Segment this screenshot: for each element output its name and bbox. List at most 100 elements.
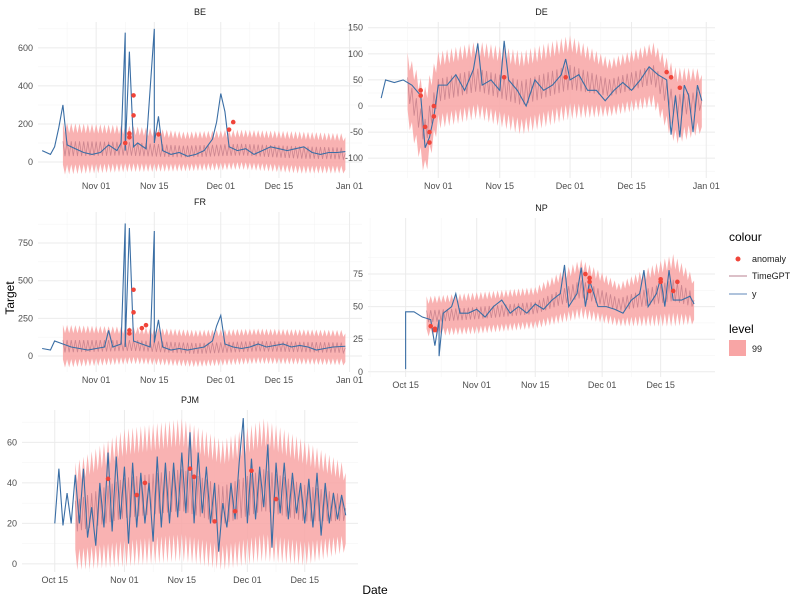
x-tick-label: Oct 15 [42,575,69,585]
x-tick-label: Dec 15 [265,181,294,191]
anomaly-point [191,474,197,480]
anomaly-point [127,131,132,136]
y-tick-label: 0 [12,559,17,569]
y-tick-label: 0 [28,157,33,167]
prediction-interval-band [75,418,346,571]
facet-title: BE [194,7,206,17]
anomaly-point [658,279,663,285]
legend-anomaly-label: anomaly [752,254,787,264]
anomaly-point [212,519,217,524]
y-tick-label: 75 [353,269,363,279]
x-tick-label: Dec 01 [207,375,236,385]
y-tick-label: 40 [7,478,17,488]
panel-pjm: 0 20 40 60 Oct 15 Nov 01 Nov 15 Dec 01 Dec 15 PJM [7,395,358,585]
legend-colour-title: colour [729,230,762,244]
x-tick-label: Nov 15 [486,181,515,191]
facet-title: PJM [181,395,199,405]
x-tick-label: Jan 01 [336,375,363,385]
timegpt-forecast-line [62,339,346,355]
anomaly-point [142,480,148,486]
facet-title: FR [194,197,206,207]
x-tick-label: Jan 01 [693,181,720,191]
anomaly-point [418,93,424,98]
actual-y-line [41,28,346,157]
y-tick-label: -100 [345,153,363,163]
x-tick-label: Nov 01 [110,575,139,585]
y-tick-label: 750 [18,238,33,248]
anomaly-point [668,75,674,80]
y-tick-label: 25 [353,334,363,344]
panel-be: 0 200 400 600 Nov 01 Nov 15 Dec 01 Dec 15 Jan 01… [18,7,363,191]
anomaly-point [587,288,592,294]
anomaly-point [105,476,111,482]
anomaly-point [587,279,592,285]
legend: colour anomaly TimeGPT y level 99 [729,230,791,356]
panel-np: 0 25 50 75 Oct 15 Nov 01 Nov 15 Dec 01 Dec 15 NP [353,203,715,390]
prediction-interval-band [407,35,702,171]
x-tick-label: Dec 01 [207,181,236,191]
anomaly-point [431,103,437,109]
anomaly-point [670,288,676,294]
anomaly-point [418,88,424,93]
facet-title: DE [535,7,548,17]
actual-y-line [42,223,346,351]
facet-title: NP [535,203,548,213]
actual-y-line [380,40,703,148]
y-tick-label: 600 [18,43,33,53]
anomaly-point [273,496,279,502]
anomaly-point [427,140,432,145]
plot-area [42,223,346,368]
anomaly-point [249,468,254,474]
anomaly-point [131,93,136,98]
plot-area [54,418,347,571]
y-tick-label: 100 [348,49,363,59]
x-tick-label: Dec 15 [290,575,319,585]
legend-timegpt-label: TimeGPT [752,271,791,281]
y-tick-label: 50 [353,302,363,312]
x-tick-label: Nov 01 [424,181,453,191]
x-tick-label: Nov 15 [168,575,197,585]
legend-y-label: y [752,289,757,299]
anomaly-point [127,331,132,336]
prediction-interval-band [426,253,695,337]
x-tick-label: Dec 15 [265,375,294,385]
x-tick-label: Nov 01 [82,375,111,385]
anomaly-point [431,114,437,119]
y-tick-label: 500 [18,276,33,286]
anomaly-point [501,75,507,80]
anomaly-point [134,492,140,498]
y-tick-label: -50 [350,127,363,137]
anomaly-point [563,75,568,80]
legend-level-title: level [729,322,754,336]
y-tick-label: 0 [28,351,33,361]
anomaly-point [583,271,588,277]
actual-y-line [54,418,347,552]
x-tick-label: Nov 01 [82,181,111,191]
anomaly-point [664,69,669,75]
x-tick-label: Jan 01 [336,181,363,191]
y-tick-label: 0 [358,101,363,111]
y-tick-label: 200 [18,119,33,129]
anomaly-point [187,466,193,472]
anomaly-point [427,129,432,135]
anomaly-point [131,310,136,315]
x-tick-label: Nov 01 [462,380,491,390]
y-axis-label: Target [3,281,17,315]
actual-y-line [405,264,695,370]
anomaly-point [677,85,683,91]
y-tick-label: 0 [358,367,363,377]
anomaly-point [422,124,428,130]
plot-area [380,35,703,171]
anomaly-point [131,113,136,118]
legend-level-99-key [729,340,746,356]
anomaly-point [432,327,438,333]
x-tick-label: Dec 01 [588,380,617,390]
y-tick-label: 50 [353,75,363,85]
x-tick-label: Dec 15 [646,380,675,390]
x-tick-label: Dec 01 [556,181,585,191]
legend-level-99-label: 99 [752,344,762,354]
anomaly-point [127,134,132,140]
x-tick-label: Nov 15 [521,380,550,390]
